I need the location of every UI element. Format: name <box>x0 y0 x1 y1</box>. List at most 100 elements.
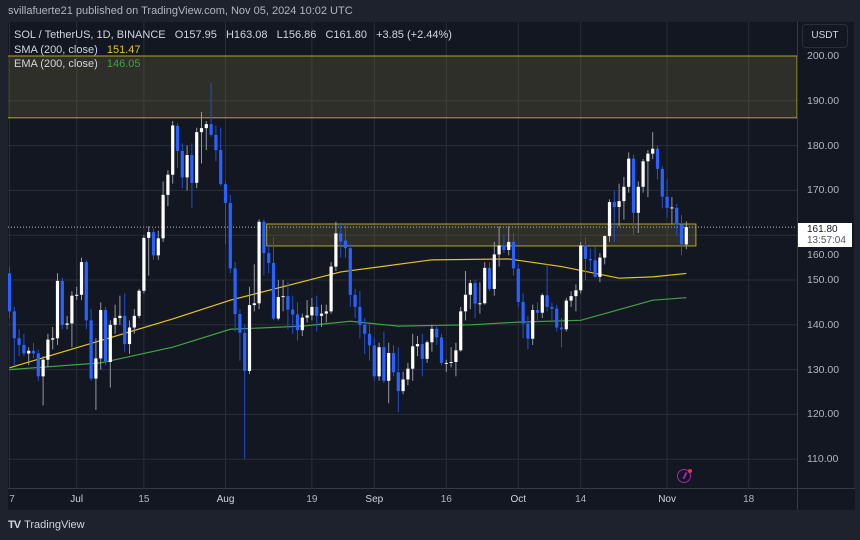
candle-body <box>435 328 439 338</box>
candle <box>108 320 112 388</box>
candle-body <box>180 150 184 178</box>
brand-name: TradingView <box>24 519 85 531</box>
time-tick-label: 16 <box>440 494 452 505</box>
candle <box>147 226 151 276</box>
candle-body <box>41 359 45 377</box>
candle <box>372 338 376 381</box>
candle <box>507 226 511 256</box>
legend-sma-row[interactable]: SMA (200, close) 151.47 <box>14 43 452 58</box>
chart-pane[interactable]: SOL / TetherUS, 1D, BINANCE O157.95 H163… <box>8 22 797 488</box>
candle <box>387 342 391 404</box>
candle <box>564 297 568 332</box>
candle <box>382 331 386 384</box>
candle-body <box>271 262 276 319</box>
candle <box>233 262 237 332</box>
candle <box>180 143 184 189</box>
candle-body <box>468 283 472 295</box>
candle <box>574 284 578 312</box>
time-axis[interactable]: 7 Jul 15 Aug 19 Sep 16 Oct 14 Nov 18 <box>8 488 797 510</box>
candle-body <box>540 295 544 313</box>
candle-body <box>223 184 228 203</box>
candle-body <box>281 296 285 298</box>
candle <box>435 324 439 345</box>
candle-body <box>660 168 664 197</box>
candle-body <box>636 186 640 213</box>
candle <box>593 246 597 278</box>
candle-body <box>511 241 516 269</box>
earnings-event-icon[interactable] <box>677 469 691 483</box>
candle-body <box>156 238 160 256</box>
candle <box>329 262 333 314</box>
legend-open: O157.95 <box>174 29 217 41</box>
candle-body <box>473 283 477 304</box>
candle <box>670 197 674 224</box>
candle-body <box>243 332 247 371</box>
candle-body <box>108 324 112 362</box>
candle-body <box>267 253 271 263</box>
candle <box>310 297 314 321</box>
candle <box>319 304 324 328</box>
candle <box>89 309 93 381</box>
candle <box>627 152 631 193</box>
legend-symbol[interactable]: SOL / TetherUS, 1D, BINANCE <box>14 29 166 41</box>
candle-body <box>363 324 367 334</box>
price-tick-label: 180.00 <box>807 139 840 152</box>
event-badge-dot <box>688 469 692 473</box>
candle-body <box>17 338 21 345</box>
candle <box>660 165 664 209</box>
candle <box>243 324 247 460</box>
candle-body <box>51 338 55 340</box>
candle <box>454 342 458 377</box>
candle-body <box>214 134 218 151</box>
candle-body <box>151 232 156 256</box>
candle-body <box>377 347 381 377</box>
candle-body <box>65 323 69 325</box>
candle-body <box>319 313 324 316</box>
candle <box>588 248 592 272</box>
candle <box>367 324 372 361</box>
candle <box>55 273 60 345</box>
sma-label: SMA (200, close) <box>14 43 98 56</box>
candle-body <box>358 306 362 325</box>
candle <box>300 313 304 336</box>
candle-body <box>27 350 31 354</box>
candle <box>430 324 434 352</box>
candle-body <box>411 346 415 369</box>
candle-body <box>60 280 64 325</box>
candle <box>271 237 276 321</box>
legend-ema-row[interactable]: EMA (200, close) 146.05 <box>14 57 452 72</box>
currency-button[interactable]: USDT <box>802 24 848 48</box>
candle <box>276 280 280 321</box>
time-tick-label: Jul <box>70 494 84 505</box>
candle-body <box>99 310 103 359</box>
candle-body <box>166 174 170 195</box>
candle-body <box>137 290 141 316</box>
candle-body <box>113 318 117 325</box>
candle <box>478 282 482 314</box>
candle-body <box>204 124 208 129</box>
candle <box>223 181 228 245</box>
candle-body <box>219 150 223 185</box>
price-tick-label: 130.00 <box>807 363 840 376</box>
candle <box>334 221 338 272</box>
candle-body <box>315 306 319 316</box>
candle-body <box>238 314 242 333</box>
candle <box>151 228 156 260</box>
time-tick-label: 18 <box>743 494 755 505</box>
candle-body <box>569 296 573 301</box>
candle <box>214 125 218 162</box>
candle <box>353 288 357 319</box>
time-tick-label: 19 <box>306 494 318 505</box>
price-tick-label: 160.00 <box>807 249 840 262</box>
candle <box>99 302 103 370</box>
legend-high: H163.08 <box>225 29 268 41</box>
candle-body <box>382 347 386 381</box>
price-axis[interactable]: USDT 161.80 13:57:04 110.00 120.00 130.00 1… <box>797 22 854 488</box>
candle-body <box>430 328 434 343</box>
candle-body <box>8 273 12 312</box>
price-tick-label: 120.00 <box>807 408 840 421</box>
candle <box>545 264 549 312</box>
candle-body <box>598 257 602 277</box>
supply-zone <box>8 55 797 119</box>
candle <box>65 315 69 330</box>
